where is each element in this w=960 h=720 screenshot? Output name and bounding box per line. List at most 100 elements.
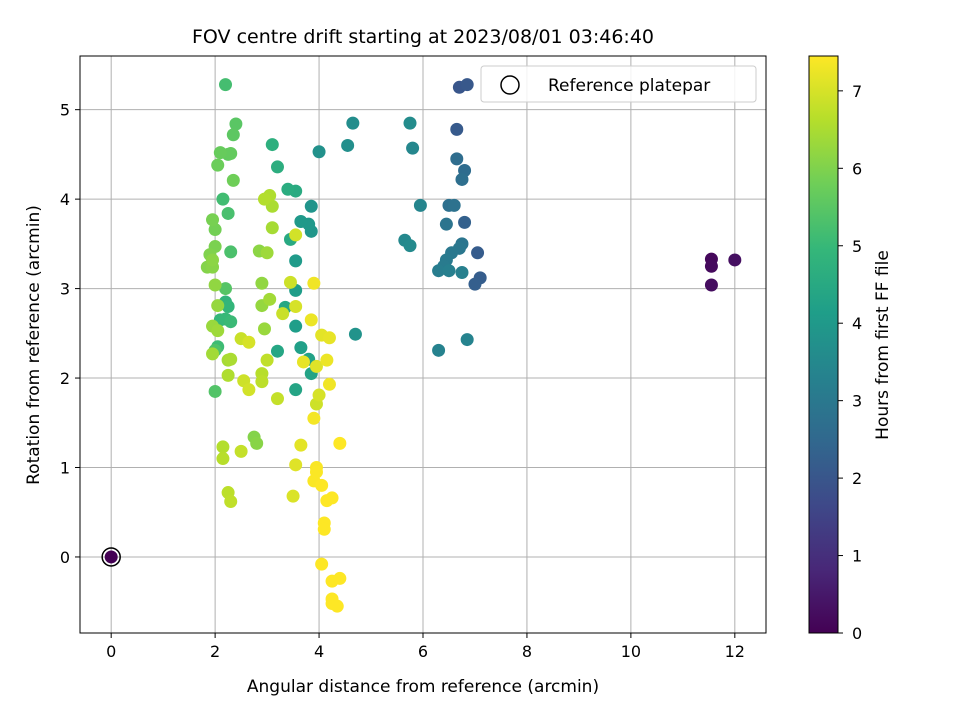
grid-lines: [80, 56, 766, 633]
data-point: [460, 333, 474, 347]
data-point: [289, 228, 303, 242]
y-tick-label: 4: [60, 190, 70, 209]
data-point: [460, 78, 474, 92]
data-point: [221, 206, 235, 220]
data-point: [276, 307, 290, 321]
colorbar-tick-label: 2: [852, 469, 862, 488]
colorbar-tick-label: 6: [852, 159, 862, 178]
data-point: [289, 299, 303, 313]
data-point: [255, 375, 269, 389]
data-point: [224, 315, 238, 329]
colorbar-tick-label: 1: [852, 547, 862, 566]
x-axis-label: Angular distance from reference (arcmin): [247, 677, 599, 697]
chart-title: FOV centre drift starting at 2023/08/01 …: [192, 26, 654, 48]
data-point: [208, 384, 222, 398]
colorbar: 0 1 2 3 4 5 6 7 Hours from first FF file: [808, 55, 893, 643]
data-point: [104, 550, 118, 564]
x-tick-label: 6: [418, 642, 428, 661]
legend-label-reference: Reference platepar: [548, 76, 710, 96]
x-tick-label: 10: [621, 642, 641, 661]
data-point: [265, 138, 279, 152]
data-point: [294, 438, 308, 452]
data-point: [234, 444, 248, 458]
data-point: [304, 199, 318, 213]
colorbar-tick-label: 7: [852, 82, 862, 101]
data-point: [728, 253, 742, 267]
data-point: [447, 198, 461, 212]
y-axis-ticks: 0 1 2 3 4 5: [60, 101, 80, 567]
data-point: [439, 217, 453, 231]
data-point: [257, 192, 271, 206]
y-tick-label: 1: [60, 459, 70, 478]
data-point: [333, 571, 347, 585]
x-tick-label: 8: [522, 642, 532, 661]
data-point: [211, 158, 225, 172]
data-point: [265, 221, 279, 235]
data-point: [304, 313, 318, 327]
data-point: [216, 192, 230, 206]
data-point: [216, 452, 230, 466]
data-point: [307, 411, 321, 425]
data-point: [242, 335, 256, 349]
data-point: [206, 347, 220, 361]
data-point: [403, 116, 417, 130]
data-point: [242, 383, 256, 397]
data-point: [286, 489, 300, 503]
data-point: [281, 182, 295, 196]
data-point: [432, 343, 446, 357]
data-point: [341, 138, 355, 152]
data-point: [294, 214, 308, 228]
data-point: [309, 465, 323, 479]
data-point: [226, 173, 240, 187]
x-tick-label: 2: [210, 642, 220, 661]
data-point: [296, 355, 310, 369]
data-point: [289, 458, 303, 472]
x-tick-label: 0: [106, 642, 116, 661]
data-point: [221, 299, 235, 313]
legend-marker-reference: [500, 75, 520, 95]
data-point: [322, 331, 336, 345]
data-point: [458, 215, 472, 229]
data-point: [208, 278, 222, 292]
data-point: [213, 146, 227, 160]
data-point: [406, 141, 420, 155]
data-point: [257, 322, 271, 336]
data-point: [270, 392, 284, 406]
scatter-points: [101, 78, 742, 613]
data-point: [263, 292, 277, 306]
data-point: [346, 116, 360, 130]
data-point: [450, 122, 464, 136]
data-point: [330, 599, 344, 613]
y-axis-label: Rotation from reference (arcmin): [24, 205, 44, 485]
data-point: [312, 145, 326, 159]
data-point: [216, 440, 230, 454]
data-point: [208, 223, 222, 237]
data-point: [413, 198, 427, 212]
data-point: [471, 246, 485, 260]
data-point: [468, 277, 482, 291]
y-tick-label: 0: [60, 548, 70, 567]
data-point: [224, 352, 238, 366]
data-point: [450, 152, 464, 166]
data-point: [403, 239, 417, 253]
x-tick-label: 12: [725, 642, 745, 661]
data-point: [224, 245, 238, 259]
data-point: [704, 278, 718, 292]
data-point: [704, 259, 718, 273]
colorbar-tick-label: 4: [852, 314, 862, 333]
colorbar-label: Hours from first FF file: [873, 250, 893, 440]
data-point: [221, 368, 235, 382]
y-tick-label: 3: [60, 280, 70, 299]
legend: Reference platepar: [480, 65, 757, 103]
data-point: [315, 478, 329, 492]
y-tick-label: 5: [60, 101, 70, 120]
data-point: [206, 213, 220, 227]
data-point: [211, 324, 225, 338]
x-axis-ticks: 0 2 4 6 8 10 12: [106, 633, 745, 661]
data-point: [260, 353, 274, 367]
data-point: [229, 117, 243, 131]
data-point: [289, 383, 303, 397]
data-point: [455, 265, 469, 279]
colorbar-ticks: 0 1 2 3 4 5 6 7: [838, 82, 862, 643]
data-point: [219, 282, 233, 296]
